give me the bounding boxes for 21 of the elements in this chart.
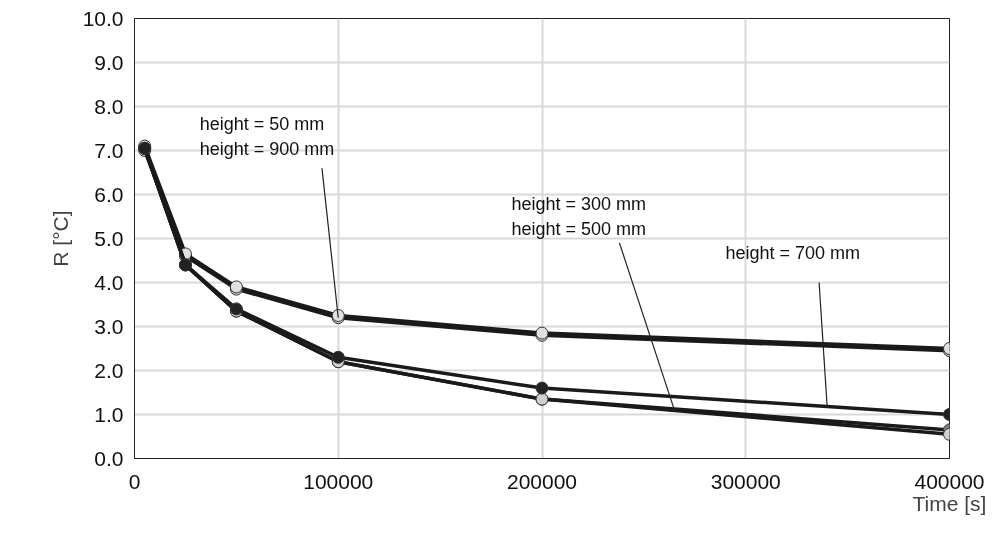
y-axis-title: R [°C] [48,210,72,267]
annotation: height = 300 mm height = 500 mm [511,193,647,239]
y-tick-label: 4.0 [94,270,124,294]
y-tick-label: 0.0 [94,446,124,470]
y-tick-label: 1.0 [94,402,124,426]
annotation: height = 50 mm height = 900 mm [199,114,335,160]
y-tick-label: 10.0 [82,6,124,30]
x-tick-label: 100000 [303,469,374,493]
y-tick-label: 2.0 [94,358,124,382]
y-tick-label: 7.0 [94,138,124,162]
x-tick-label: 400000 [914,469,985,493]
y-tick-label: 9.0 [94,50,124,74]
x-axis-title: Time [s] [912,491,987,515]
y-tick-label: 5.0 [94,226,124,250]
y-tick-label: 3.0 [94,314,124,338]
annotation: height = 700 mm [725,242,860,263]
x-tick-label: 200000 [506,469,578,493]
x-tick-label: 0 [128,469,141,493]
y-tick-label: 8.0 [94,94,124,118]
y-tick-label: 6.0 [94,182,124,206]
x-tick-label: 300000 [710,469,781,493]
